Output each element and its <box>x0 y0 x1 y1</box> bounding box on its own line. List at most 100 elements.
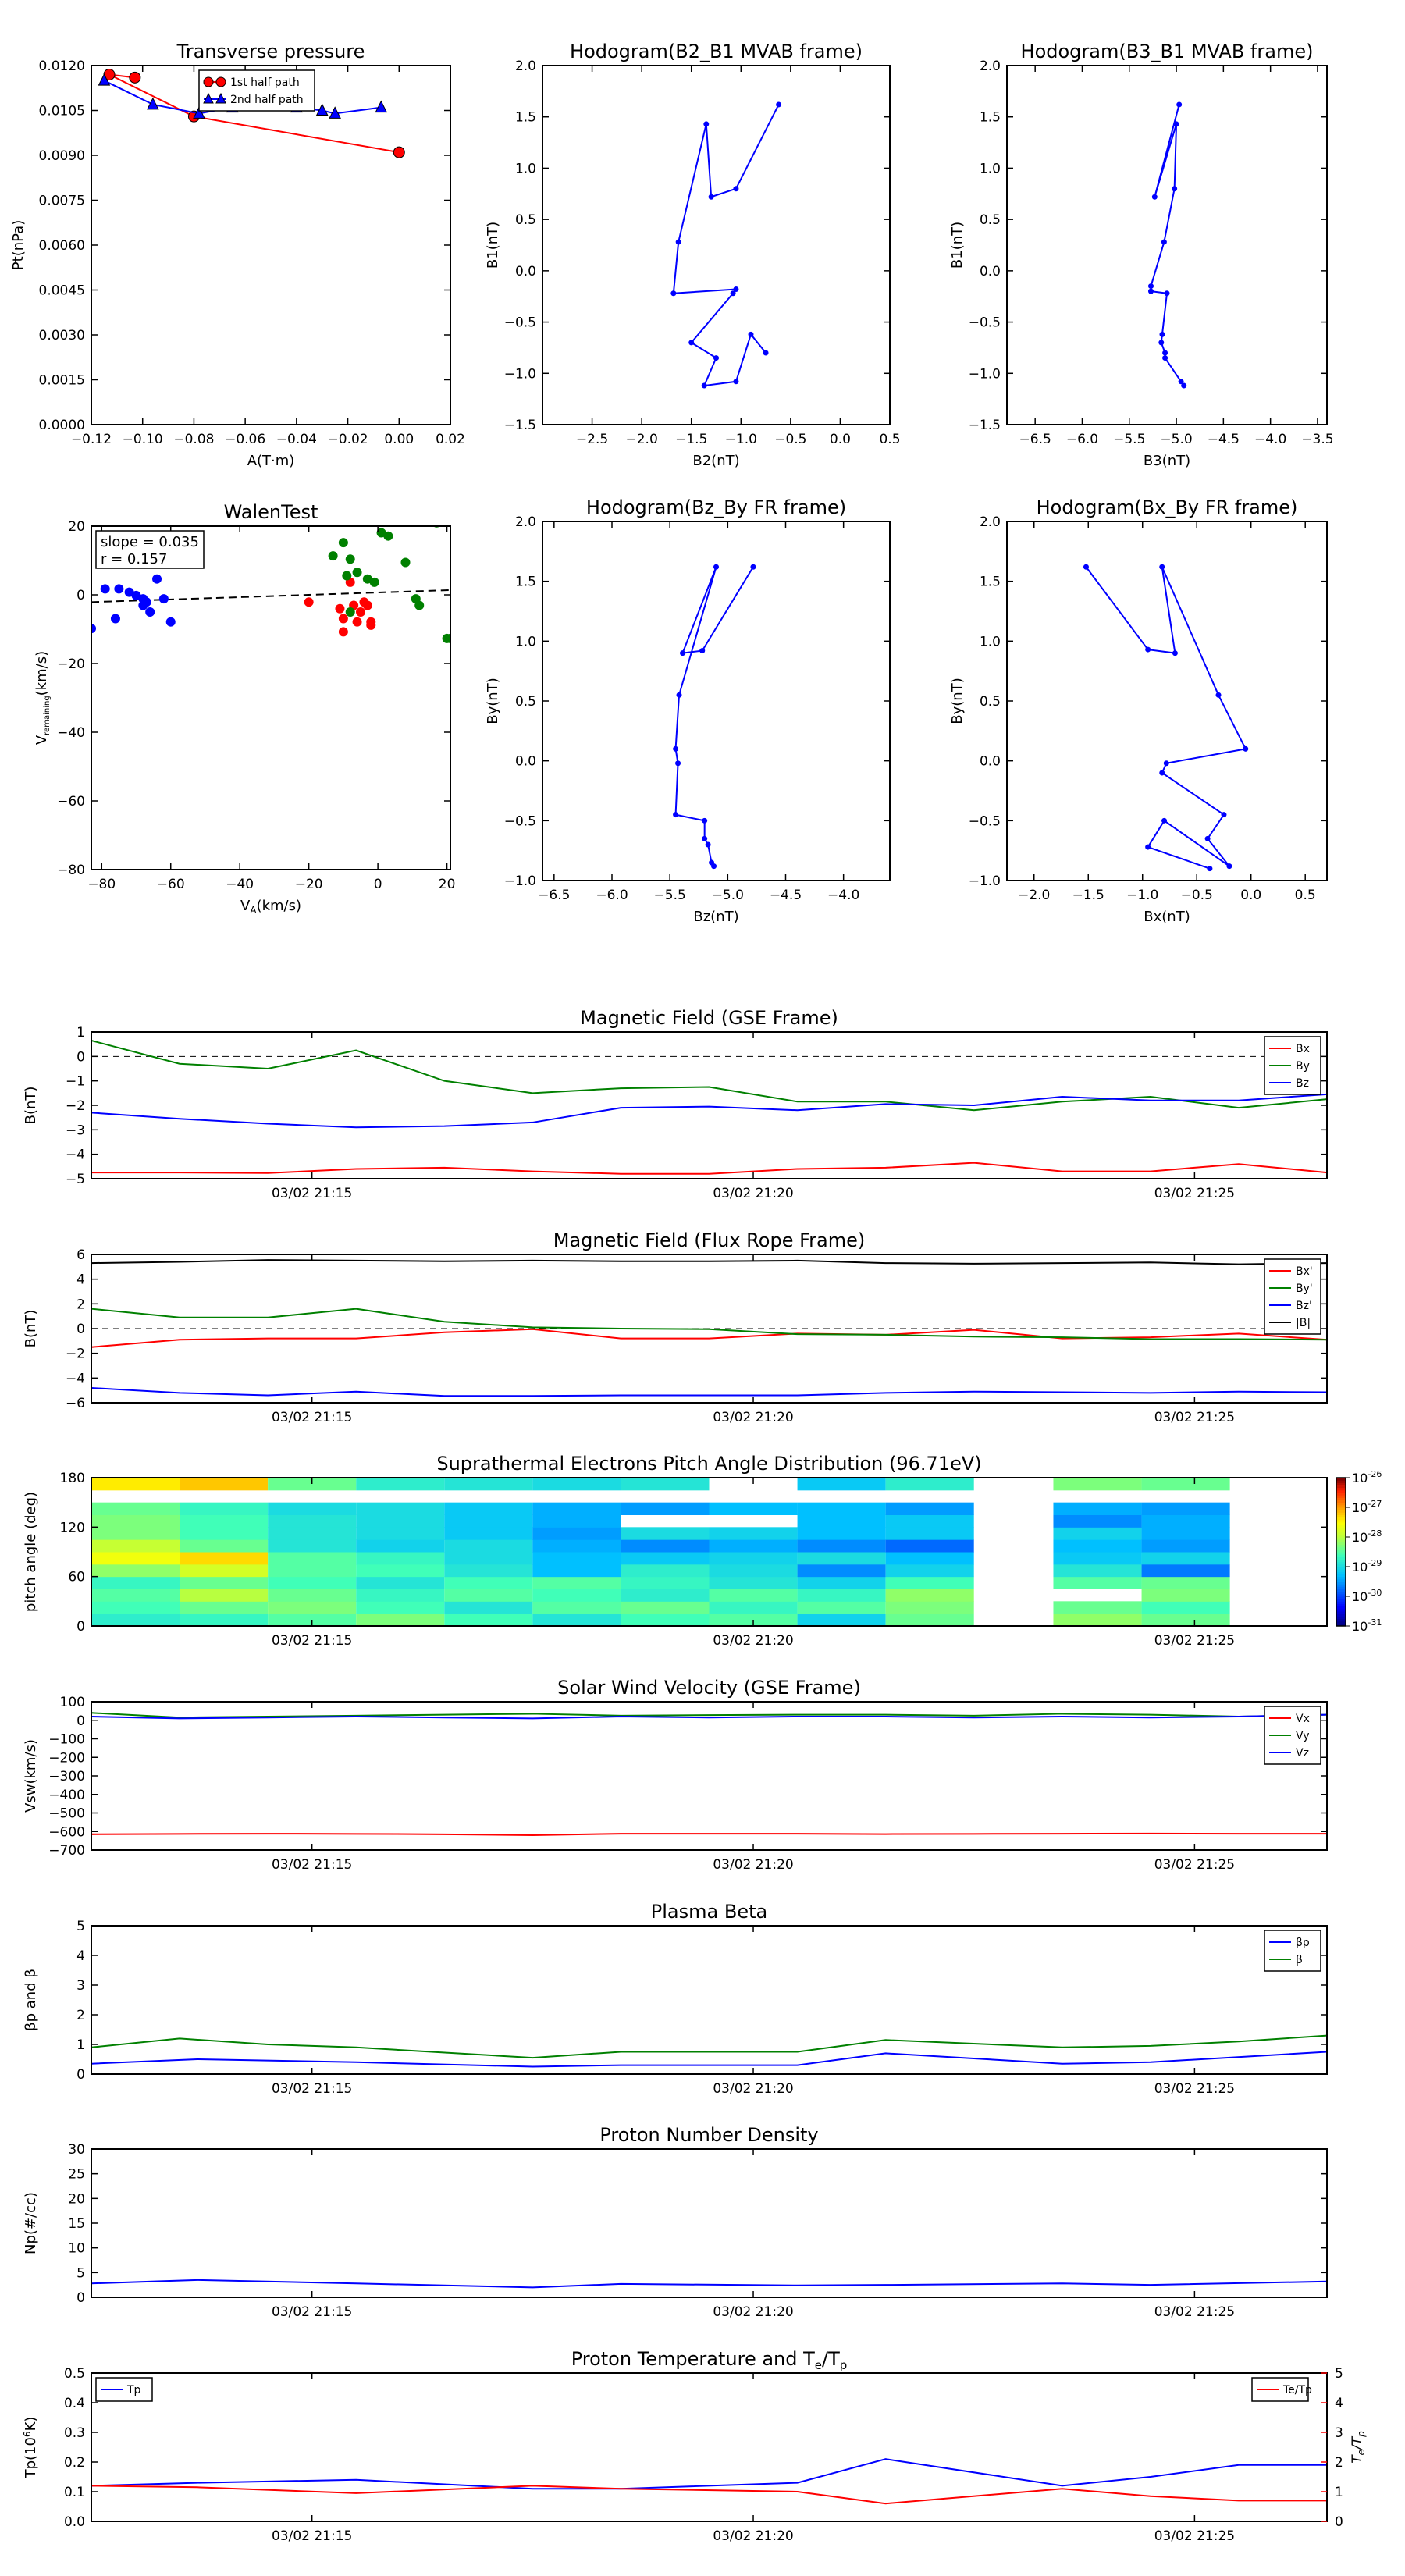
colorbar-segment <box>1336 1584 1346 1587</box>
y-tick-label: 1 <box>76 2037 85 2053</box>
x-tick-label: −1.0 <box>725 432 757 447</box>
data-point <box>733 286 739 293</box>
heatmap-cell <box>885 1564 974 1578</box>
y-tick-label: −500 <box>48 1806 85 1822</box>
y-tick-label: 1.5 <box>515 110 536 126</box>
legend-label: By <box>1296 1060 1310 1073</box>
colorbar-segment <box>1336 1504 1346 1508</box>
chart-panel-magnetic-field-flux-rope: Magnetic Field (Flux Rope Frame) 03/02 21… <box>23 1229 1328 1425</box>
y-tick-label: −2 <box>66 1347 85 1362</box>
heatmap-cell <box>709 1527 798 1540</box>
heatmap-cell <box>444 1552 533 1565</box>
colorbar-frame <box>1336 1477 1346 1627</box>
colorbar-segment <box>1336 1608 1346 1612</box>
series-line-Bz' <box>91 1387 1327 1397</box>
colorbar-segment <box>1336 1537 1346 1540</box>
data-point <box>1161 817 1168 824</box>
y-tick-label: −1.0 <box>969 366 1001 382</box>
x-tick-label: −0.08 <box>173 432 214 447</box>
heatmap-cell <box>180 1576 269 1589</box>
y-tick-label: 0.5 <box>980 212 1001 228</box>
y-tick-label: −100 <box>48 1732 85 1748</box>
colorbar-segment <box>1336 1618 1346 1622</box>
x-axis-label: A(T·m) <box>247 453 295 469</box>
y-tick-label: 0.0 <box>64 2514 85 2530</box>
x-axis-label: B3(nT) <box>1144 453 1190 469</box>
colorbar-segment <box>1336 1522 1346 1525</box>
colorbar-tick-label: 10-27 <box>1352 1499 1382 1515</box>
y-tick-label: −4 <box>66 1147 85 1163</box>
y2-tick-label: 0 <box>1335 2514 1343 2530</box>
colorbar-segment <box>1336 1606 1346 1610</box>
data-point <box>1145 646 1151 653</box>
heatmap-cell <box>621 1527 710 1540</box>
x-tick-label: −1.5 <box>1072 888 1104 903</box>
colorbar-segment <box>1336 1542 1346 1545</box>
chart-panel-proton-number-density: Proton Number Density 03/02 21:15 03/02 21… <box>23 2124 1328 2320</box>
data-point <box>1215 692 1222 698</box>
axes-frame <box>91 2372 1328 2522</box>
heatmap-cell <box>532 1564 621 1578</box>
axes-frame <box>1006 65 1328 425</box>
y-tick-label: 0.5 <box>64 2366 85 2382</box>
data-point <box>1178 379 1184 385</box>
heatmap-cell <box>797 1589 886 1602</box>
chart-title: Magnetic Field (GSE Frame) <box>580 1007 838 1029</box>
heatmap-cell <box>356 1539 445 1553</box>
y-tick-label: −1.0 <box>969 873 1001 889</box>
heatmap-cell <box>797 1576 886 1589</box>
scatter-point <box>342 571 352 581</box>
colorbar-segment <box>1336 1569 1346 1572</box>
heatmap-cell <box>356 1552 445 1565</box>
y-axis-label: Vsw(km/s) <box>23 1739 39 1813</box>
plot-area <box>91 1478 1230 1626</box>
heatmap-cell <box>797 1527 886 1540</box>
colorbar-segment <box>1336 1549 1346 1553</box>
x-tick-label: 0.0 <box>830 432 851 447</box>
colorbar-segment <box>1336 1544 1346 1548</box>
data-point <box>748 331 754 337</box>
heatmap-cell <box>180 1614 269 1626</box>
legend-label: Bx <box>1296 1043 1310 1055</box>
y-tick-label: 2 <box>76 1297 85 1312</box>
data-point <box>329 106 341 119</box>
y-tick-label: 2.0 <box>515 514 536 530</box>
y-tick-label: −1.0 <box>504 366 536 382</box>
plot-area <box>91 526 450 643</box>
data-point <box>1164 290 1170 297</box>
heatmap-cell <box>709 1539 798 1553</box>
y-tick-label: 15 <box>68 2216 85 2232</box>
axes-frame <box>91 2148 1328 2298</box>
scatter-point <box>158 594 169 604</box>
colorbar-segment <box>1336 1589 1346 1592</box>
heatmap-cell <box>532 1539 621 1553</box>
x-tick-label: −5.5 <box>654 888 686 903</box>
colorbar-segment <box>1336 1576 1346 1580</box>
heatmap-cell <box>268 1514 357 1528</box>
x-tick-label: −6.0 <box>596 888 628 903</box>
y-tick-label: 180 <box>60 1471 85 1486</box>
series-line-By' <box>91 1308 1327 1341</box>
heatmap-cell <box>797 1614 886 1626</box>
heatmap-cell <box>268 1502 357 1515</box>
data-point <box>702 817 708 824</box>
y-tick-label: 0.0030 <box>39 328 85 343</box>
data-point <box>705 841 711 848</box>
y-tick-label: 60 <box>68 1570 85 1585</box>
y-tick-label: 0.0015 <box>39 373 85 389</box>
series-line-Bz <box>91 1093 1327 1129</box>
heatmap-cell <box>180 1478 269 1491</box>
x-tick-label: 03/02 21:25 <box>1154 1186 1235 1201</box>
axes-frame <box>91 1701 1328 1851</box>
heatmap-cell <box>268 1601 357 1614</box>
heatmap-cell <box>356 1589 445 1602</box>
chart-panel-pitch-angle-distribution: Suprathermal Electrons Pitch Angle Distr… <box>23 1453 1382 1649</box>
colorbar-segment <box>1336 1614 1346 1617</box>
x-tick-label: −6.5 <box>538 888 570 903</box>
y-tick-label: 2.0 <box>980 59 1001 74</box>
x-tick-label: 03/02 21:15 <box>272 2528 352 2544</box>
y-tick-label: 0.5 <box>515 212 536 228</box>
y-tick-label: 3 <box>76 1978 85 1994</box>
data-point <box>703 121 710 127</box>
heatmap-cell <box>268 1576 357 1589</box>
